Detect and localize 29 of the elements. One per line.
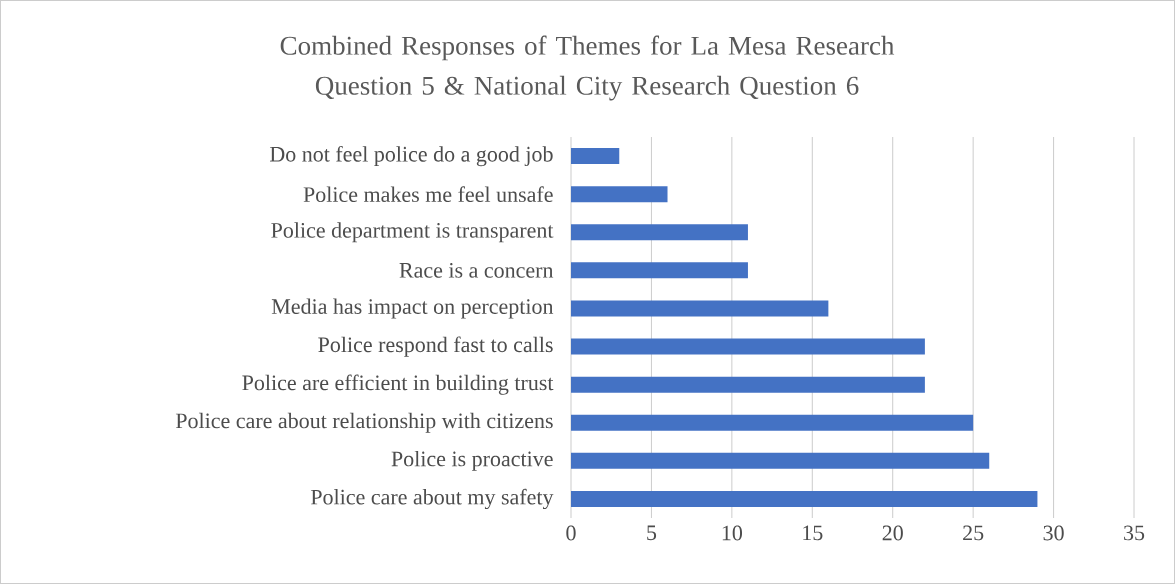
- x-tick-label: 25: [963, 525, 984, 541]
- y-tick-label: Media has impact on perception: [271, 298, 554, 319]
- bar: [571, 148, 620, 165]
- x-tick-label: 35: [1124, 525, 1145, 541]
- y-tick-label: Police care about relationship with citizens: [175, 412, 553, 433]
- bar: [571, 338, 925, 355]
- bar: [571, 300, 829, 317]
- y-tick-label: Police care about my safety: [310, 488, 554, 510]
- y-tick-label: Race is a concern: [399, 262, 554, 278]
- bar: [571, 224, 748, 241]
- x-tick-label: 5: [647, 525, 657, 541]
- bar: [571, 490, 1038, 507]
- x-tick-label: 15: [803, 525, 823, 541]
- y-tick-label: Police is proactive: [391, 450, 553, 471]
- bar: [571, 262, 748, 279]
- x-tick-label: 30: [1043, 525, 1064, 541]
- bar: [571, 452, 990, 469]
- y-tick-label: Police are efficient in building trust: [242, 374, 554, 395]
- y-tick-label: Police respond fast to calls: [318, 336, 553, 357]
- bar: [571, 414, 974, 431]
- x-tick-label: 10: [722, 525, 743, 541]
- y-tick-label: Police makes me feel unsafe: [303, 186, 553, 203]
- chart-title: Combined Responses of Themes for La Mesa Research Question 5 & National City Research Question 6: [280, 35, 895, 101]
- y-tick-label: Police department is transparent: [271, 222, 554, 243]
- bar: [571, 376, 925, 393]
- y-tick-label: Do not feel police do a good job: [269, 145, 553, 167]
- bar: [571, 186, 668, 203]
- x-tick-label: 0: [566, 525, 576, 541]
- x-tick-label: 20: [882, 525, 903, 541]
